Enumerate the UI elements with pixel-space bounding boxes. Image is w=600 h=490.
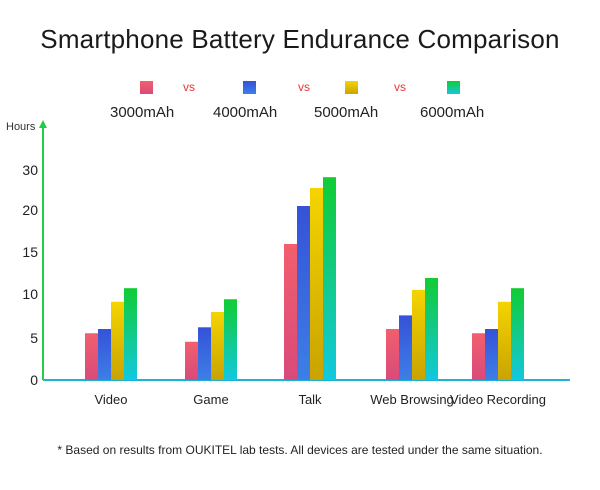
bar-game-6000mah — [224, 299, 237, 380]
legend-label-5000: 5000mAh — [314, 104, 379, 121]
legend-vs-3: vs — [394, 80, 406, 94]
bar-web-browsing-3000mah — [386, 329, 399, 380]
y-tick-label: 20 — [22, 202, 38, 218]
x-tick-label: Talk — [298, 392, 322, 407]
bar-talk-3000mah — [284, 244, 297, 380]
bar-video-5000mah — [111, 301, 124, 380]
y-tick-label: 10 — [22, 286, 38, 302]
x-tick-label: Video — [94, 392, 127, 407]
x-tick-label: Web Browsing — [370, 392, 454, 407]
legend-swatch-5000 — [345, 81, 358, 94]
y-tick-label: 15 — [22, 244, 38, 260]
y-tick-label: 30 — [22, 162, 38, 178]
bar-talk-6000mah — [323, 177, 336, 380]
bar-video-6000mah — [124, 288, 137, 380]
footnote: * Based on results from OUKITEL lab test… — [57, 443, 543, 457]
bar-video-4000mah — [98, 329, 111, 380]
bar-video-recording-5000mah — [498, 301, 511, 380]
bar-web-browsing-6000mah — [425, 278, 438, 380]
legend-swatch-4000 — [243, 81, 256, 94]
y-axis-label: Hours — [6, 121, 36, 133]
legend-label-4000: 4000mAh — [213, 104, 278, 121]
x-tick-label: Game — [193, 392, 228, 407]
bar-video-3000mah — [85, 333, 98, 380]
bar-game-5000mah — [211, 312, 224, 380]
y-tick-label: 5 — [30, 330, 38, 346]
bar-talk-4000mah — [297, 206, 310, 380]
bar-talk-5000mah — [310, 188, 323, 380]
bar-video-recording-4000mah — [485, 329, 498, 380]
bar-video-recording-3000mah — [472, 333, 485, 380]
x-tick-label: Video Recording — [450, 392, 546, 407]
legend-swatch-6000 — [447, 81, 460, 94]
legend-vs-1: vs — [183, 80, 195, 94]
y-tick-label: 0 — [30, 372, 38, 388]
y-axis-arrow-icon — [39, 120, 47, 128]
bar-web-browsing-4000mah — [399, 315, 412, 380]
legend-swatch-3000 — [140, 81, 153, 94]
bar-web-browsing-5000mah — [412, 289, 425, 380]
bar-game-4000mah — [198, 327, 211, 380]
legend-vs-2: vs — [298, 80, 310, 94]
bar-game-3000mah — [185, 341, 198, 380]
chart-title: Smartphone Battery Endurance Comparison — [40, 24, 560, 54]
legend-label-3000: 3000mAh — [110, 104, 175, 121]
legend-label-6000: 6000mAh — [420, 104, 485, 121]
bar-video-recording-6000mah — [511, 288, 524, 380]
